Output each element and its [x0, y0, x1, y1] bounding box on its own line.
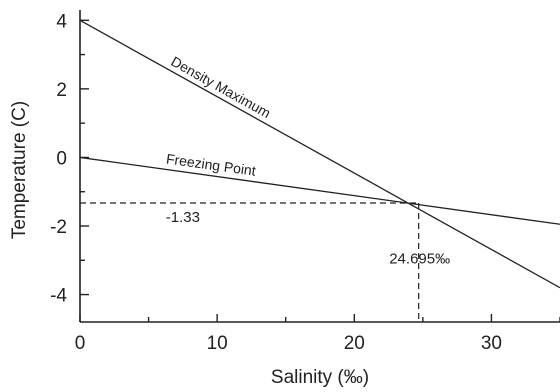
- series-group: [80, 20, 560, 287]
- y-tick-label: 2: [56, 80, 67, 101]
- x-tick-label: 0: [75, 333, 86, 354]
- annotation-critical-salinity: 24.695‰: [389, 251, 450, 268]
- x-tick-label: 10: [207, 333, 228, 354]
- y-tick-label: 4: [56, 11, 67, 32]
- series-label-density-maximum: Density Maximum: [168, 53, 273, 121]
- series-line-freezing-point: [80, 157, 560, 224]
- x-tick-label: 20: [344, 333, 365, 354]
- series-line-density-maximum: [80, 20, 560, 287]
- axes-group: [80, 10, 560, 322]
- y-tick-label: -4: [50, 286, 67, 307]
- guides-group: [80, 203, 419, 322]
- x-tick-label: 30: [481, 333, 502, 354]
- y-tick-label: 0: [56, 148, 67, 169]
- series-label-freezing-point: Freezing Point: [165, 150, 257, 178]
- y-axis-label: Temperature (C): [9, 101, 30, 239]
- x-axis-label: Salinity (‰): [271, 367, 369, 388]
- annotation-freezing-temperature: -1.33: [166, 209, 200, 226]
- y-tick-label: -2: [50, 217, 67, 238]
